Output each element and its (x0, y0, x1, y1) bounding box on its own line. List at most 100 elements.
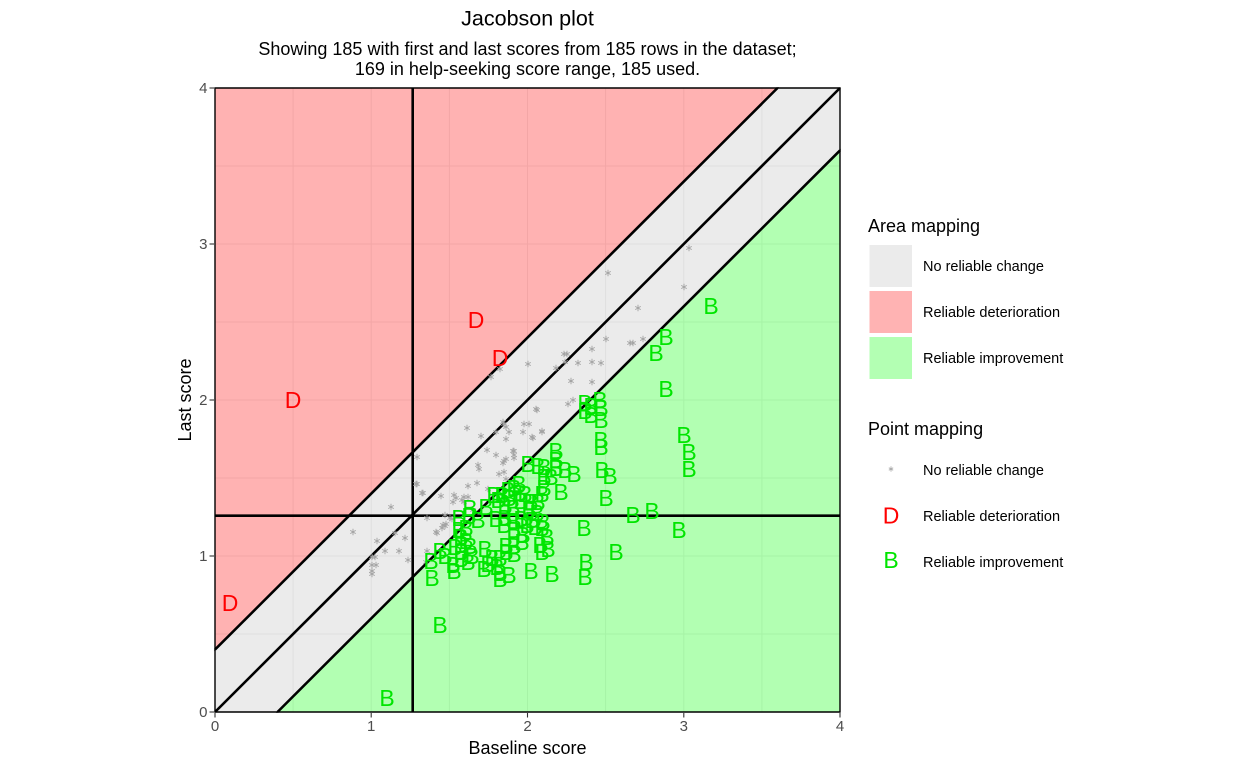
svg-text:B: B (648, 340, 663, 366)
svg-text:B: B (496, 512, 511, 538)
svg-text:No reliable change: No reliable change (923, 463, 1044, 479)
svg-text:B: B (539, 524, 554, 550)
svg-text:B: B (511, 471, 526, 497)
svg-text:B: B (501, 562, 516, 588)
svg-text:B: B (524, 507, 539, 533)
svg-text:B: B (478, 494, 493, 520)
svg-text:B: B (548, 438, 563, 464)
svg-text:B: B (515, 522, 530, 548)
svg-text:B: B (592, 387, 607, 413)
svg-text:B: B (530, 453, 545, 479)
svg-text:B: B (476, 556, 491, 582)
svg-text:Reliable improvement: Reliable improvement (923, 351, 1063, 367)
svg-text:B: B (523, 489, 538, 515)
svg-text:B: B (530, 489, 545, 515)
svg-text:B: B (703, 293, 718, 319)
svg-text:B: B (470, 507, 485, 533)
svg-text:B: B (519, 512, 534, 538)
svg-text:B: B (544, 561, 559, 587)
svg-text:B: B (447, 534, 462, 560)
svg-text:B: B (527, 514, 542, 540)
svg-text:B: B (532, 532, 547, 558)
svg-text:B: B (583, 402, 598, 428)
svg-text:B: B (453, 546, 468, 572)
svg-text:B: B (501, 485, 516, 511)
svg-text:B: B (671, 517, 686, 543)
svg-text:B: B (513, 488, 528, 514)
svg-text:B: B (548, 447, 563, 473)
svg-text:B: B (534, 515, 549, 541)
svg-text:B: B (437, 543, 452, 569)
svg-text:B: B (598, 485, 613, 511)
svg-text:D: D (883, 502, 900, 528)
svg-text:B: B (517, 481, 532, 507)
svg-text:B: B (553, 479, 568, 505)
svg-text:B: B (676, 422, 691, 448)
svg-text:B: B (446, 558, 461, 584)
svg-text:B: B (543, 464, 558, 490)
svg-text:B: B (497, 505, 512, 531)
svg-text:169 in help-seeking score rang: 169 in help-seeking score range, 185 use… (355, 59, 700, 79)
svg-text:Reliable deterioration: Reliable deterioration (923, 305, 1060, 321)
svg-text:B: B (536, 454, 551, 480)
svg-text:B: B (462, 495, 477, 521)
svg-text:B: B (489, 554, 504, 580)
svg-text:B: B (540, 536, 555, 562)
svg-text:D: D (468, 307, 485, 333)
svg-text:B: B (492, 545, 507, 571)
svg-text:B: B (506, 533, 521, 559)
svg-text:B: B (520, 451, 535, 477)
svg-text:Jacobson plot: Jacobson plot (461, 7, 594, 31)
svg-text:B: B (534, 539, 549, 565)
svg-text:B: B (593, 434, 608, 460)
svg-text:B: B (511, 480, 526, 506)
svg-text:B: B (480, 551, 495, 577)
svg-text:B: B (644, 498, 659, 524)
svg-text:2: 2 (199, 392, 207, 409)
svg-text:Last score: Last score (175, 358, 195, 441)
svg-text:B: B (486, 482, 501, 508)
svg-text:B: B (464, 543, 479, 569)
svg-text:B: B (681, 439, 696, 465)
svg-text:B: B (593, 427, 608, 453)
svg-text:B: B (505, 495, 520, 521)
svg-text:D: D (222, 590, 239, 616)
svg-text:0: 0 (211, 718, 219, 735)
svg-text:B: B (458, 515, 473, 541)
svg-text:B: B (883, 547, 898, 573)
svg-text:B: B (492, 566, 507, 592)
svg-text:B: B (453, 532, 468, 558)
svg-text:B: B (602, 463, 617, 489)
svg-text:B: B (498, 533, 513, 559)
svg-text:3: 3 (680, 718, 688, 735)
svg-text:B: B (566, 461, 581, 487)
svg-text:B: B (506, 475, 521, 501)
svg-text:B: B (536, 464, 551, 490)
svg-text:1: 1 (367, 718, 375, 735)
svg-text:B: B (484, 545, 499, 571)
svg-text:B: B (488, 506, 503, 532)
svg-text:B: B (513, 506, 528, 532)
svg-text:B: B (577, 398, 592, 424)
svg-text:B: B (500, 477, 515, 503)
svg-text:B: B (594, 457, 609, 483)
svg-text:B: B (490, 487, 505, 513)
svg-text:4: 4 (199, 80, 207, 97)
svg-text:B: B (625, 502, 640, 528)
svg-text:B: B (432, 538, 447, 564)
svg-text:B: B (593, 407, 608, 433)
svg-text:Area mapping: Area mapping (868, 216, 980, 236)
svg-text:B: B (451, 517, 466, 543)
svg-text:Reliable deterioration: Reliable deterioration (923, 509, 1060, 525)
svg-text:B: B (514, 529, 529, 555)
svg-text:B: B (583, 393, 598, 419)
svg-text:B: B (534, 481, 549, 507)
svg-text:B: B (453, 524, 468, 550)
svg-text:Showing 185 with first and las: Showing 185 with first and last scores f… (258, 39, 796, 59)
svg-text:B: B (535, 509, 550, 535)
svg-text:B: B (432, 612, 447, 638)
svg-text:B: B (497, 493, 512, 519)
svg-text:B: B (423, 548, 438, 574)
svg-text:1: 1 (199, 548, 207, 565)
svg-text:B: B (494, 482, 509, 508)
